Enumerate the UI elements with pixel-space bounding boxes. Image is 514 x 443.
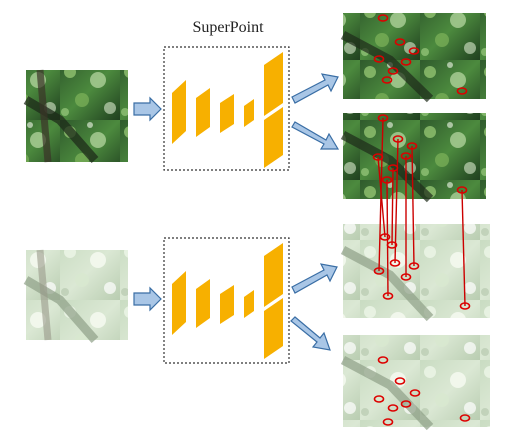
diagram-title: SuperPoint [192, 19, 264, 36]
match-line [461, 189, 466, 307]
encoder-layer-4 [244, 290, 254, 318]
arrow-input-top [133, 96, 162, 122]
keypoint [400, 152, 412, 160]
arrow-out-bottom-detector [291, 263, 338, 294]
keypoint [373, 55, 385, 63]
keypoint [406, 142, 418, 150]
arrow-out-bottom-descriptor [290, 316, 331, 351]
match-line [377, 156, 386, 238]
keypoint [400, 58, 412, 66]
keypoint [386, 241, 398, 249]
encoder-layer-2 [196, 279, 210, 328]
match-line [411, 145, 415, 267]
keypoint [382, 292, 394, 300]
encoder-layer-4 [244, 99, 254, 127]
arrow-input-bottom [133, 286, 162, 312]
keypoint [392, 135, 404, 143]
keypoint [456, 186, 468, 194]
keypoint [377, 356, 389, 364]
arrow-out-top-descriptor [291, 121, 340, 150]
keypoint [381, 76, 393, 84]
keypoint [377, 114, 389, 122]
match-line [386, 179, 389, 297]
descriptor-head [264, 298, 283, 359]
encoder-layer-2 [196, 88, 210, 137]
arrow-out-top-detector [291, 73, 339, 104]
encoder-layer-3 [220, 285, 234, 324]
keypoint [389, 259, 401, 267]
keypoint [456, 87, 468, 95]
match-line [391, 167, 394, 246]
input-image-bottom [23, 249, 128, 343]
keypoint [459, 414, 471, 422]
detector-head [264, 243, 283, 307]
input-image-top [23, 69, 128, 163]
descriptor-head [264, 107, 283, 168]
output-image-top-descriptors [340, 113, 486, 203]
output-image-top-keypoints [340, 13, 486, 103]
keypoint [379, 233, 391, 241]
encoder-layer-1 [172, 80, 186, 144]
keypoint [408, 47, 420, 55]
keypoint [394, 377, 406, 385]
descriptor-match-lines [377, 117, 466, 307]
network-box-top [163, 46, 290, 171]
keypoint [408, 262, 420, 270]
keypoint [400, 273, 412, 281]
keypoint [387, 164, 399, 172]
keypoint [387, 404, 399, 412]
keypoint [373, 395, 385, 403]
keypoint [409, 389, 421, 397]
descriptor-keypoints [372, 114, 471, 310]
encoder-layer-3 [220, 94, 234, 133]
keypoint [394, 38, 406, 46]
keypoint [387, 67, 399, 75]
keypoint [382, 418, 394, 426]
detector-head [264, 52, 283, 116]
network-box-bottom [163, 237, 290, 364]
encoder-layer-1 [172, 271, 186, 335]
keypoint [400, 400, 412, 408]
keypoint [373, 267, 385, 275]
keypoint [372, 153, 384, 161]
output-image-bottom-keypoints [340, 335, 490, 431]
keypoint [459, 302, 471, 310]
keypoint [381, 176, 393, 184]
keypoint [377, 14, 389, 22]
